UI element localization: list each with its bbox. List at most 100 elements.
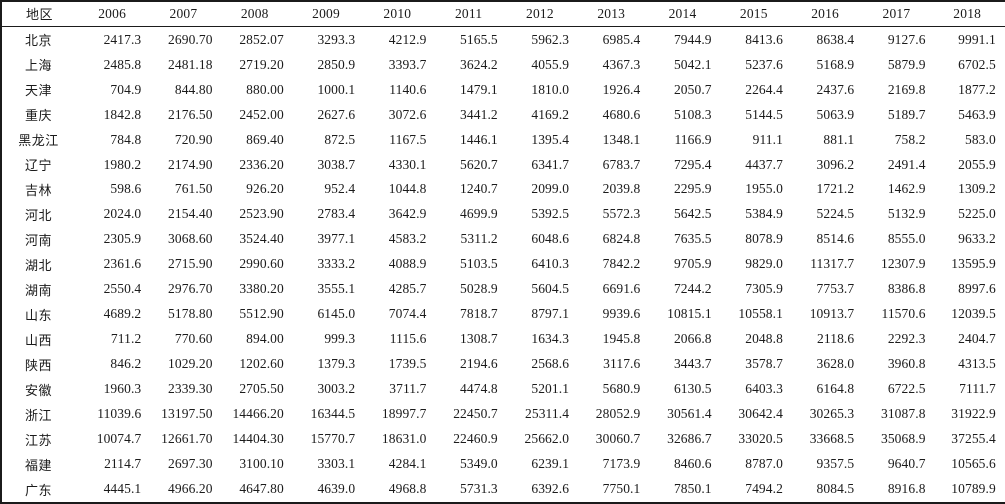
value-cell: 2852.07 [239,31,284,47]
value-cell: 4285.7 [388,281,427,297]
value-cell: 7494.2 [745,481,783,497]
value-cell: 1140.6 [389,81,427,97]
value-cell: 1029.20 [168,356,213,372]
value-cell: 3524.40 [239,231,284,247]
value-cell: 5165.5 [460,31,498,47]
value-cell: 2055.9 [958,156,996,172]
value-cell: 5189.7 [887,106,926,122]
value-cell: 33668.5 [809,431,855,447]
value-cell: 2118.6 [817,331,855,347]
value-cell: 7074.4 [388,306,427,322]
value-cell: 2452.00 [239,106,284,122]
value-cell: 4968.8 [388,481,427,497]
value-cell: 7635.5 [673,231,712,247]
value-cell: 846.2 [110,356,142,372]
column-header-region: 地区 [1,1,79,27]
value-cell: 869.40 [246,131,284,147]
value-cell: 1202.60 [239,356,284,372]
column-header-2010: 2010 [364,1,436,27]
value-cell: 22460.9 [453,431,498,447]
value-cell: 7111.7 [959,381,996,397]
value-cell: 2417.3 [103,31,142,47]
value-cell: 6403.3 [745,381,783,397]
region-cell: 吉林 [24,183,52,199]
value-cell: 5392.5 [531,206,570,222]
value-cell: 5224.5 [816,206,855,222]
value-cell: 8555.0 [887,231,926,247]
value-cell: 3642.9 [388,206,427,222]
value-cell: 7753.7 [816,281,855,297]
header-row: 地区 2006 2007 2008 2009 2010 2011 2012 20… [1,1,1005,27]
value-cell: 5237.6 [745,56,783,72]
value-cell: 7850.1 [673,481,712,497]
region-cell: 北京 [24,34,52,50]
value-cell: 1240.7 [460,181,498,197]
value-cell: 5384.9 [745,206,783,222]
value-cell: 7818.7 [460,306,498,322]
value-cell: 2690.70 [168,31,213,47]
value-cell: 2050.7 [673,81,712,97]
value-cell: 1166.9 [674,131,712,147]
value-cell: 5132.9 [887,206,926,222]
value-cell: 2550.4 [103,281,142,297]
value-cell: 7944.9 [673,31,712,47]
value-cell: 31087.8 [880,406,926,422]
value-cell: 9633.2 [958,231,996,247]
value-cell: 1000.1 [317,81,356,97]
value-cell: 5512.90 [239,306,284,322]
value-cell: 1810.0 [531,81,570,97]
value-cell: 3117.6 [603,356,641,372]
value-cell: 2305.9 [103,231,142,247]
column-header-2012: 2012 [506,1,579,27]
region-cell: 山东 [24,308,52,324]
column-header-2009: 2009 [292,1,365,27]
value-cell: 880.00 [246,81,284,97]
value-cell: 704.9 [110,81,142,97]
value-cell: 2850.9 [317,56,356,72]
table-header: 地区 2006 2007 2008 2009 2010 2011 2012 20… [1,1,1005,27]
value-cell: 6341.7 [531,156,570,172]
column-header-2008: 2008 [221,1,293,27]
value-cell: 4055.9 [531,56,570,72]
value-cell: 784.8 [110,131,142,147]
value-cell: 8916.8 [887,481,926,497]
value-cell: 598.6 [110,181,142,197]
value-cell: 2783.4 [317,206,356,222]
value-cell: 9939.6 [602,306,641,322]
table-row: 黑龙江 784.8 720.90 869.40 872.5 1167.5 1446.1 139… [1,127,1005,152]
value-cell: 9357.5 [816,456,855,472]
value-cell: 37255.4 [951,431,996,447]
value-cell: 3003.2 [317,381,356,397]
value-cell: 4284.1 [388,456,427,472]
value-cell: 2264.4 [745,81,783,97]
value-cell: 4647.80 [239,481,284,497]
column-header-2013: 2013 [578,1,650,27]
column-header-2016: 2016 [791,1,864,27]
value-cell: 6392.6 [531,481,570,497]
value-cell: 6691.6 [602,281,641,297]
table-row: 安徽 1960.3 2339.30 2705.50 3003.2 3711.7 4474.8… [1,377,1005,402]
value-cell: 1395.4 [531,131,570,147]
value-cell: 5731.3 [460,481,498,497]
value-cell: 1446.1 [460,131,498,147]
region-cell: 天津 [24,84,52,100]
table-row: 河南 2305.9 3068.60 3524.40 3977.1 4583.2 5311.2… [1,227,1005,252]
region-cell: 陕西 [24,358,52,374]
table-row: 北京 2417.3 2690.70 2852.07 3293.3 4212.9 5165.5… [1,27,1005,53]
value-cell: 15770.7 [310,431,356,447]
region-cell: 山西 [24,333,52,349]
value-cell: 2523.90 [239,206,284,222]
value-cell: 9640.7 [887,456,926,472]
value-cell: 3960.8 [887,356,926,372]
value-cell: 28052.9 [595,406,641,422]
value-cell: 3578.7 [745,356,783,372]
value-cell: 2174.90 [168,156,213,172]
value-cell: 5042.1 [673,56,712,72]
value-cell: 2066.8 [673,331,712,347]
value-cell: 8638.4 [816,31,855,47]
value-cell: 911.1 [752,131,783,147]
table-row: 山东 4689.2 5178.80 5512.90 6145.0 7074.4 7818.7… [1,302,1005,327]
value-cell: 7305.9 [745,281,783,297]
value-cell: 3100.10 [239,456,284,472]
